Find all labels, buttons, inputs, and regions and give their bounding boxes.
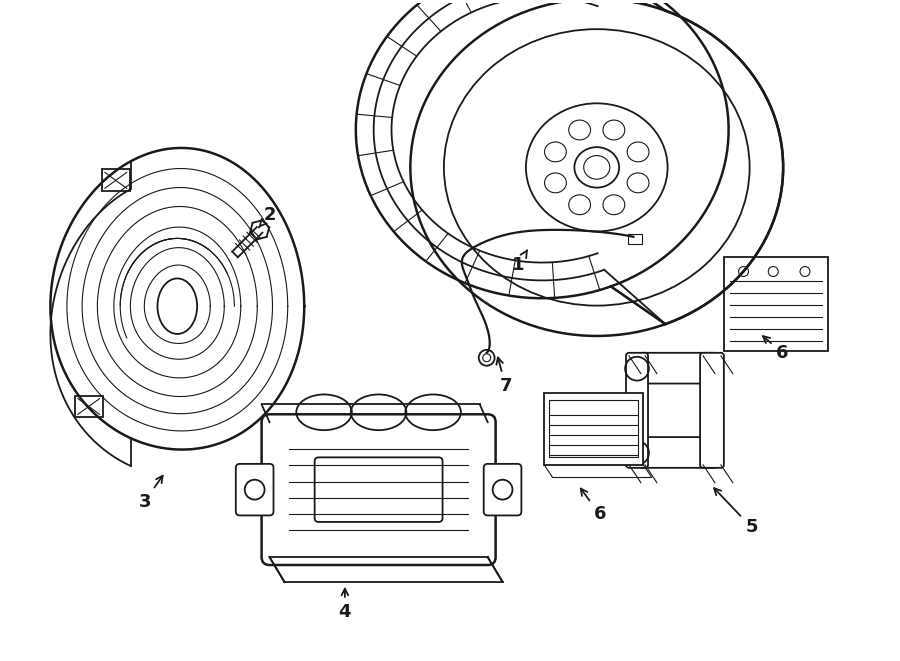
Text: 3: 3 [139, 476, 163, 510]
FancyBboxPatch shape [262, 414, 496, 565]
FancyBboxPatch shape [639, 437, 716, 468]
FancyBboxPatch shape [700, 353, 724, 468]
Text: 6: 6 [580, 488, 606, 524]
FancyBboxPatch shape [626, 353, 648, 468]
FancyBboxPatch shape [483, 464, 521, 516]
FancyBboxPatch shape [315, 457, 443, 522]
Bar [628, 234, 643, 244]
Text: 6: 6 [763, 336, 788, 362]
Bar [102, 169, 130, 191]
Text: 1: 1 [512, 250, 527, 274]
Bar [75, 395, 103, 417]
Text: 2: 2 [258, 206, 275, 227]
FancyBboxPatch shape [639, 353, 716, 383]
Text: 7: 7 [497, 358, 512, 395]
Text: 5: 5 [714, 488, 758, 536]
Bar [549, 401, 638, 457]
FancyBboxPatch shape [544, 393, 644, 465]
FancyBboxPatch shape [236, 464, 274, 516]
FancyBboxPatch shape [724, 256, 828, 351]
Text: 4: 4 [338, 589, 351, 621]
